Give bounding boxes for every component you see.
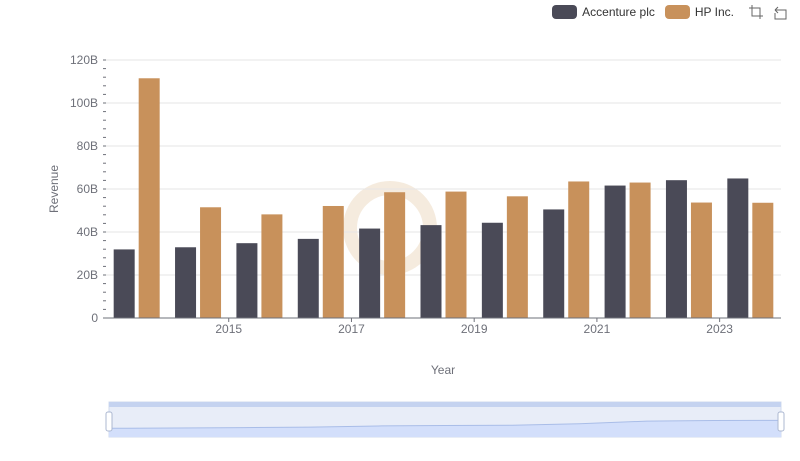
bar-hp-2023 — [690, 202, 712, 318]
zoom-handle-right[interactable] — [777, 411, 785, 432]
y-tick-label: 40B — [77, 225, 98, 239]
bar-hp-2015 — [200, 207, 222, 318]
bar-accenture-2024 — [727, 178, 749, 318]
legend-item-accenture[interactable]: Accenture plc — [552, 5, 655, 19]
bar-hp-2016 — [261, 214, 283, 318]
bar-accenture-2018 — [359, 228, 381, 318]
bar-hp-2014 — [138, 78, 160, 319]
bar-hp-2017 — [322, 205, 344, 318]
x-tick-label: 2019 — [461, 322, 488, 336]
restore-icon[interactable] — [772, 4, 788, 20]
legend-swatch-accenture — [552, 5, 578, 19]
bar-hp-2024 — [752, 202, 774, 318]
y-tick-label: 80B — [77, 139, 98, 153]
y-tick-label: 100B — [70, 96, 98, 110]
bar-accenture-2022 — [604, 185, 626, 318]
x-tick-label: 2015 — [215, 322, 242, 336]
zoom-overview-line — [108, 419, 782, 429]
bar-accenture-2014 — [113, 249, 135, 318]
zoom-top-bar — [109, 402, 781, 407]
y-tick-label: 20B — [77, 268, 98, 282]
bar-accenture-2021 — [543, 209, 565, 318]
zoom-handle-left[interactable] — [105, 411, 113, 432]
bars-group — [113, 78, 774, 319]
bar-accenture-2015 — [175, 247, 197, 318]
y-tick-label: 120B — [70, 53, 98, 67]
bar-hp-2018 — [384, 192, 406, 318]
y-axis-title: Revenue — [47, 165, 61, 213]
bar-accenture-2020 — [481, 222, 503, 318]
x-tick-label: 2023 — [706, 322, 733, 336]
bar-hp-2020 — [506, 196, 528, 318]
bar-hp-2022 — [629, 182, 651, 318]
bar-hp-2021 — [568, 181, 590, 318]
legend-item-hp[interactable]: HP Inc. — [664, 5, 734, 19]
zoom-overview-area — [109, 420, 781, 437]
bar-accenture-2019 — [420, 225, 442, 318]
x-tick-label: 2017 — [338, 322, 365, 336]
legend-swatch-hp — [664, 5, 690, 19]
toolbox — [748, 4, 788, 20]
x-axis-title: Year — [431, 363, 455, 377]
axes-group: 0 20B 40B 60B 80B 100B 120B 2015 2017 2019 2021 202… — [70, 53, 781, 336]
bar-accenture-2017 — [297, 238, 319, 318]
y-tick-label: 60B — [77, 182, 98, 196]
bar-accenture-2023 — [665, 180, 687, 318]
zoom-icon[interactable] — [748, 4, 764, 20]
bar-hp-2019 — [445, 191, 467, 318]
legend-label-accenture: Accenture plc — [582, 5, 655, 19]
y-tick-label: 0 — [91, 311, 98, 325]
legend-label-hp: HP Inc. — [694, 5, 734, 19]
x-tick-label: 2021 — [584, 322, 611, 336]
chart-legend: Accenture plc HP Inc. — [552, 4, 788, 20]
bar-accenture-2016 — [236, 243, 258, 318]
data-zoom-slider[interactable] — [105, 401, 785, 438]
